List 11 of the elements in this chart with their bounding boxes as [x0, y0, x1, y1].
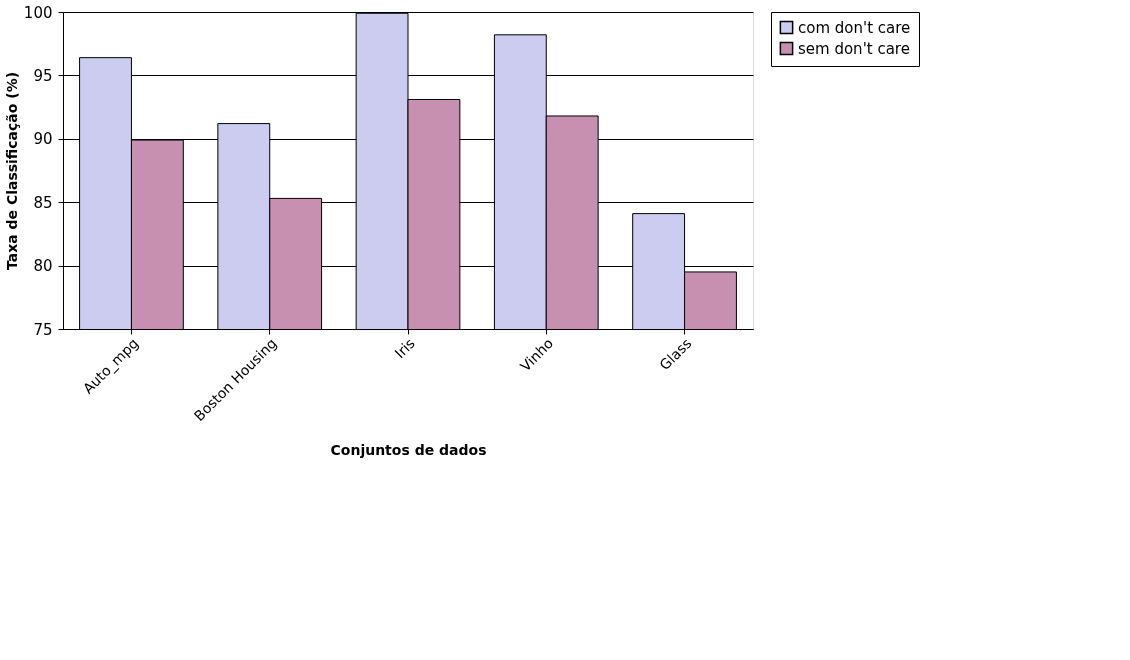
legend-label: sem don't care [798, 39, 910, 58]
y-axis-title: Taxa de Classificação (%) [3, 71, 20, 271]
y-tick-label: 85 [33, 193, 53, 212]
y-tick-label: 75 [33, 320, 53, 339]
y-tick-label: 95 [33, 66, 53, 85]
y-tick-label: 90 [33, 130, 53, 149]
y-tick-label: 80 [33, 257, 53, 276]
x-axis-title: Conjuntos de dados [330, 442, 487, 459]
x-tick-label: Iris [391, 335, 418, 362]
legend-label: com don't care [798, 18, 911, 37]
y-tick-label: 100 [23, 3, 53, 22]
